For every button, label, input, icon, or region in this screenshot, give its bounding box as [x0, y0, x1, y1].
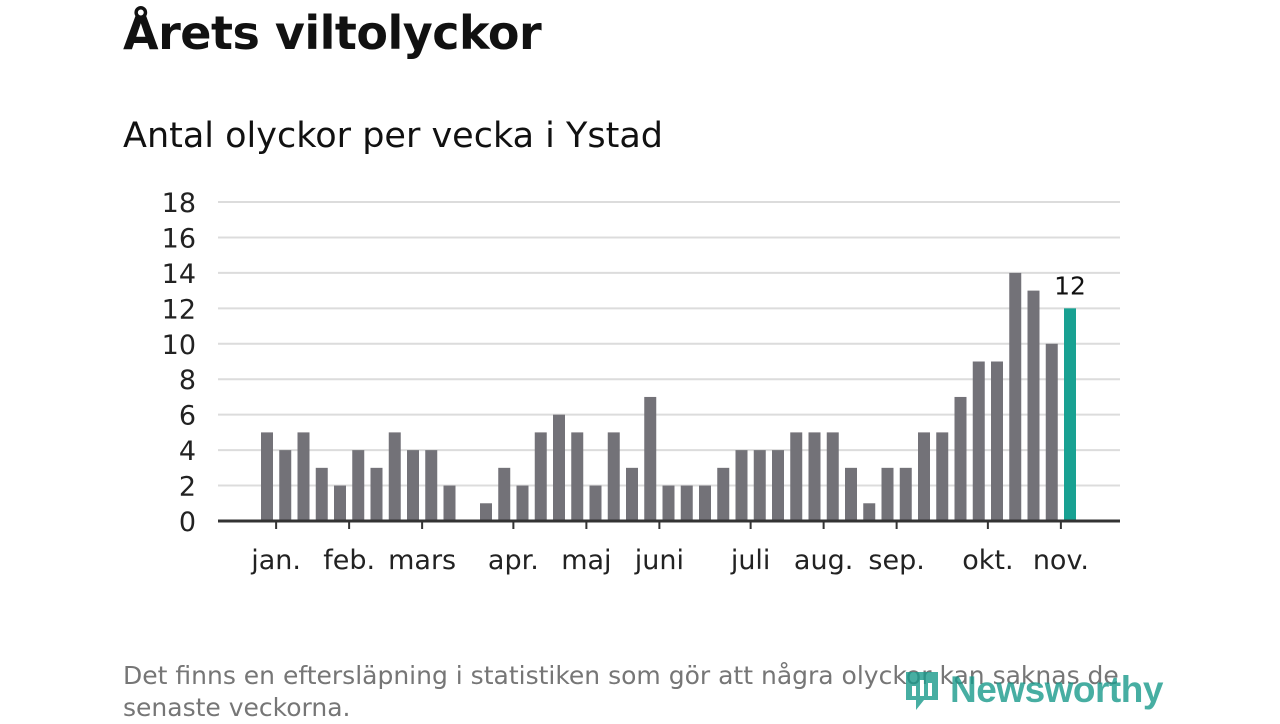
x-tick-label: sep. — [868, 545, 924, 576]
bar — [261, 432, 273, 521]
bar — [809, 432, 821, 521]
bar — [936, 432, 948, 521]
bar — [900, 468, 912, 521]
bar — [1028, 291, 1040, 521]
bar — [827, 432, 839, 521]
bar — [608, 432, 620, 521]
bar — [498, 468, 510, 521]
bar — [681, 486, 693, 521]
newsworthy-logo-text: Newsworthy — [950, 669, 1163, 711]
bar — [772, 450, 784, 521]
y-tick-label: 16 — [162, 223, 196, 254]
y-axis-ticks: 0 2 4 6 8 10 12 14 16 18 — [162, 188, 196, 538]
bar — [699, 486, 711, 521]
bar — [717, 468, 729, 521]
bar — [754, 450, 766, 521]
y-tick-label: 0 — [179, 507, 196, 538]
y-tick-label: 6 — [179, 401, 196, 432]
newsworthy-logo-icon — [902, 668, 942, 712]
bar — [736, 450, 748, 521]
bar — [407, 450, 419, 521]
bar — [991, 362, 1003, 522]
y-tick-label: 12 — [162, 294, 196, 325]
x-tick-label: jan. — [250, 545, 301, 576]
y-tick-label: 14 — [162, 259, 196, 290]
bar — [334, 486, 346, 521]
bar — [425, 450, 437, 521]
x-tick-label: juni — [634, 545, 684, 576]
bar — [790, 432, 802, 521]
x-tick-label: feb. — [323, 545, 375, 576]
bar — [316, 468, 328, 521]
x-tick-label: nov. — [1033, 545, 1089, 576]
bar — [389, 432, 401, 521]
bar — [352, 450, 364, 521]
bar — [571, 432, 583, 521]
bar — [663, 486, 675, 521]
bar — [644, 397, 656, 521]
bar — [845, 468, 857, 521]
x-tick-label: maj — [561, 545, 611, 576]
x-tick-label: okt. — [962, 545, 1013, 576]
bar — [517, 486, 529, 521]
bars — [261, 273, 1076, 521]
y-tick-label: 4 — [179, 436, 196, 467]
newsworthy-logo: Newsworthy — [902, 668, 1163, 712]
x-tick-label: apr. — [488, 545, 539, 576]
bar — [918, 432, 930, 521]
bar — [626, 468, 638, 521]
bar — [298, 432, 310, 521]
y-tick-label: 18 — [162, 188, 196, 219]
bar — [535, 432, 547, 521]
x-tick-label: mars — [388, 545, 456, 576]
y-tick-label: 10 — [162, 330, 196, 361]
value-label: 12 — [1054, 271, 1086, 300]
x-tick-label: aug. — [794, 545, 853, 576]
bar — [480, 503, 492, 521]
bar — [553, 415, 565, 521]
bar-highlight — [1064, 308, 1076, 521]
bar — [590, 486, 602, 521]
bar — [973, 362, 985, 522]
x-tick-label: juli — [730, 545, 771, 576]
bar — [279, 450, 291, 521]
x-axis-ticks: jan. feb. mars apr. maj juni juli aug. sep. okt. n… — [250, 521, 1089, 576]
bar — [1009, 273, 1021, 521]
bar — [863, 503, 875, 521]
bar — [1046, 344, 1058, 521]
bar — [955, 397, 967, 521]
value-labels: 12 — [1054, 271, 1086, 300]
bar — [882, 468, 894, 521]
y-tick-label: 2 — [179, 472, 196, 503]
bar — [371, 468, 383, 521]
bar — [444, 486, 456, 521]
y-tick-label: 8 — [179, 365, 196, 396]
